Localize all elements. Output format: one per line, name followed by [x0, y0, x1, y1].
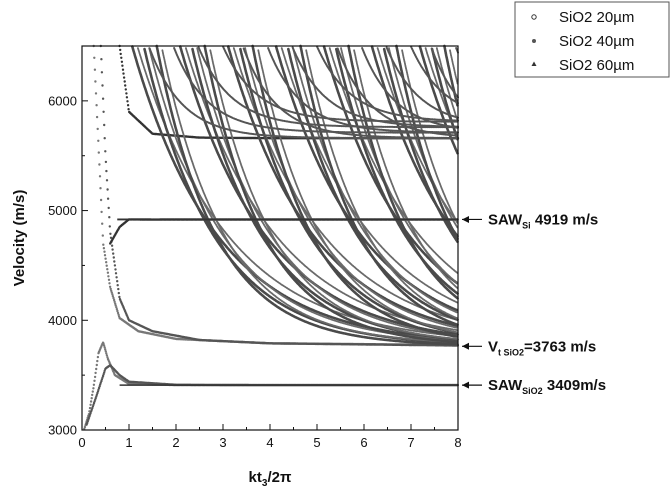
x-tick-label: 7: [407, 435, 414, 450]
annotation-label-saw-sio2: SAWSiO2 3409m/s: [488, 377, 606, 396]
x-tick-label: 0: [78, 435, 85, 450]
upper-branch-8: [336, 47, 459, 137]
upper-branch-10: [385, 46, 459, 119]
upper-branch-2: [197, 46, 459, 129]
annotation-label-vt-sio2: Vt SiO2=3763 m/s: [488, 338, 596, 357]
mode-branch-9: [274, 45, 459, 312]
mode-branch-8: [251, 44, 459, 339]
y-tick-label: 4000: [48, 313, 77, 328]
mode-branch-14: [347, 44, 459, 300]
x-axis-label-main: kt: [249, 469, 262, 486]
y-tick-label: 3000: [48, 423, 77, 438]
mode-branch-2: [155, 44, 459, 346]
x-axis-label-tail: /2π: [267, 469, 292, 486]
higher-order-modes: [117, 44, 459, 386]
series-1-curve-0: [85, 364, 460, 426]
mode-branch-5: [203, 44, 459, 344]
upper-branch-1: [173, 47, 459, 134]
y-tick-label: 5000: [48, 203, 77, 218]
annotation-vt-sio2: Vt SiO2=3763 m/s: [462, 338, 596, 357]
upper-branch-7: [316, 45, 459, 122]
legend-marker-60um: [531, 61, 537, 66]
mode-branch-b-5: [209, 49, 459, 340]
legend-label-20um: SiO2 20µm: [559, 9, 634, 26]
upper-branch-12: [430, 47, 459, 99]
mode-branch-16: [382, 47, 459, 244]
x-axis-label: kt3/2π: [249, 469, 292, 489]
legend-marker-40um: [532, 39, 536, 43]
y-axis-label: Velocity (m/s): [11, 190, 28, 287]
mode-branch-b-2: [161, 49, 459, 343]
x-tick-label: 8: [454, 435, 461, 450]
x-tick-label: 6: [360, 435, 367, 450]
x-tick-label: 1: [125, 435, 132, 450]
mode-branch-b-11: [305, 49, 459, 320]
legend-marker-20um: [531, 14, 537, 20]
legend-box: [514, 1, 670, 78]
mode-branch-b-19: [435, 47, 459, 122]
x-tick-label: 3: [219, 435, 226, 450]
mode-branch-b-8: [257, 49, 459, 334]
upper-branch-6: [291, 46, 459, 128]
mode-branch-0: [131, 45, 459, 341]
legend-label-40um: SiO2 40µm: [559, 33, 634, 50]
mode-branch-11: [299, 44, 459, 327]
x-tick-label: 5: [313, 435, 320, 450]
x-axis-label-sub: 3: [262, 478, 268, 489]
annotation-saw-sio2: SAWSiO2 3409m/s: [462, 377, 606, 396]
x-tick-label: 2: [172, 435, 179, 450]
mode-branch-13: [334, 47, 459, 295]
legend: SiO2 20µm SiO2 40µm SiO2 60µm: [514, 1, 670, 78]
legend-label-60um: SiO2 60µm: [559, 57, 634, 74]
upper-branch-11: [410, 45, 459, 105]
annotations: SAWSi 4919 m/s Vt SiO2=3763 m/s SAWSiO2 34…: [462, 211, 606, 396]
upper-branch-3: [222, 45, 459, 123]
dispersion-curves: [83, 44, 460, 431]
mode-branch-b-17: [401, 49, 459, 225]
x-tick-label: 4: [266, 435, 273, 450]
y-axis: 3000 4000 5000 6000: [48, 93, 88, 438]
y-tick-label: 6000: [48, 93, 77, 108]
mode-branch-20: [443, 44, 459, 107]
upper-branch-9: [361, 47, 459, 129]
annotation-saw-si: SAWSi 4919 m/s: [462, 211, 598, 230]
x-axis: 0 1 2 3 4 5 6 7 8: [78, 424, 462, 450]
annotation-label-saw-si: SAWSi 4919 m/s: [488, 211, 598, 230]
upper-branch-4: [242, 47, 459, 139]
mode-branch-b-20: [449, 49, 459, 85]
